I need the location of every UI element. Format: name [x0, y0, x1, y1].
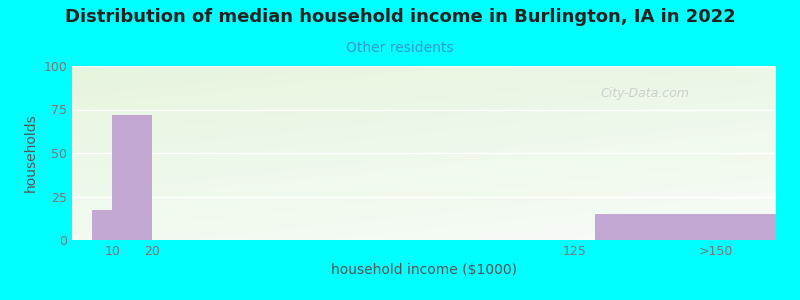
Text: City-Data.com: City-Data.com	[600, 87, 689, 100]
Text: Distribution of median household income in Burlington, IA in 2022: Distribution of median household income …	[65, 8, 735, 26]
Y-axis label: households: households	[24, 114, 38, 192]
Text: Other residents: Other residents	[346, 40, 454, 55]
Bar	[112, 115, 153, 240]
X-axis label: household income ($1000): household income ($1000)	[331, 263, 517, 278]
Bar	[92, 210, 112, 240]
Bar	[595, 214, 776, 240]
